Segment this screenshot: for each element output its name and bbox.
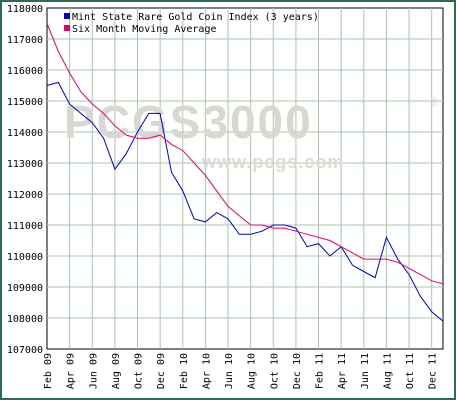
x-tick-label: Apr 10 [201,353,212,389]
y-tick-label: 113000 [7,159,43,170]
y-tick-label: 114000 [7,128,43,139]
y-tick-label: 111000 [7,221,43,232]
y-tick-label: 107000 [7,345,43,356]
y-axis-ticks: 107000 108000 109000 110000 111000 112000 1130… [7,4,43,356]
x-tick-label: Apr 11 [337,353,348,389]
y-tick-label: 109000 [7,283,43,294]
x-tick-label: Dec 09 [156,353,167,389]
x-tick-label: Jun 11 [360,353,371,389]
plot-area [46,7,444,350]
x-tick-label: Feb 11 [315,353,326,389]
y-tick-label: 112000 [7,190,43,201]
x-tick-label: Jun 09 [88,353,99,389]
legend: Mint State Rare Gold Coin Index (3 years… [64,12,319,35]
x-tick-label: Oct 11 [405,353,416,389]
watermark-logo: PCGS3000 [64,96,313,148]
series-line-index [46,81,444,322]
watermark-registered-mark: ® [430,95,439,109]
series-lines [46,23,444,322]
x-tick-label: Aug 10 [247,353,258,389]
legend-label-moving-average: Six Month Moving Average [72,24,217,35]
y-tick-label: 110000 [7,252,43,263]
y-tick-label: 117000 [7,35,43,46]
x-tick-label: Aug 11 [382,353,393,389]
y-tick-label: 108000 [7,314,43,325]
x-tick-label: Jun 10 [224,353,235,389]
legend-label-index: Mint State Rare Gold Coin Index (3 years… [72,12,319,23]
y-tick-label: 118000 [7,4,43,15]
x-tick-label: Dec 10 [292,353,303,389]
x-tick-label: Aug 09 [111,353,122,389]
watermark: PCGS3000 ® www.pcgs.com [64,95,439,172]
x-tick-label: Dec 11 [428,353,439,389]
watermark-url: www.pcgs.com [201,152,344,172]
x-tick-label: Oct 09 [134,353,145,389]
x-axis-ticks: Feb 09 Apr 09 Jun 09 Aug 09 Oct 09 Dec 09 Feb … [43,353,439,389]
x-tick-label: Oct 10 [269,353,280,389]
series-line-moving-average [46,23,444,285]
legend-swatch-index [64,13,70,19]
y-tick-label: 115000 [7,97,43,108]
x-tick-label: Feb 09 [43,353,54,389]
x-tick-label: Feb 10 [179,353,190,389]
x-tick-label: Apr 09 [66,353,77,389]
y-tick-label: 116000 [7,66,43,77]
legend-swatch-moving-average [64,25,70,31]
